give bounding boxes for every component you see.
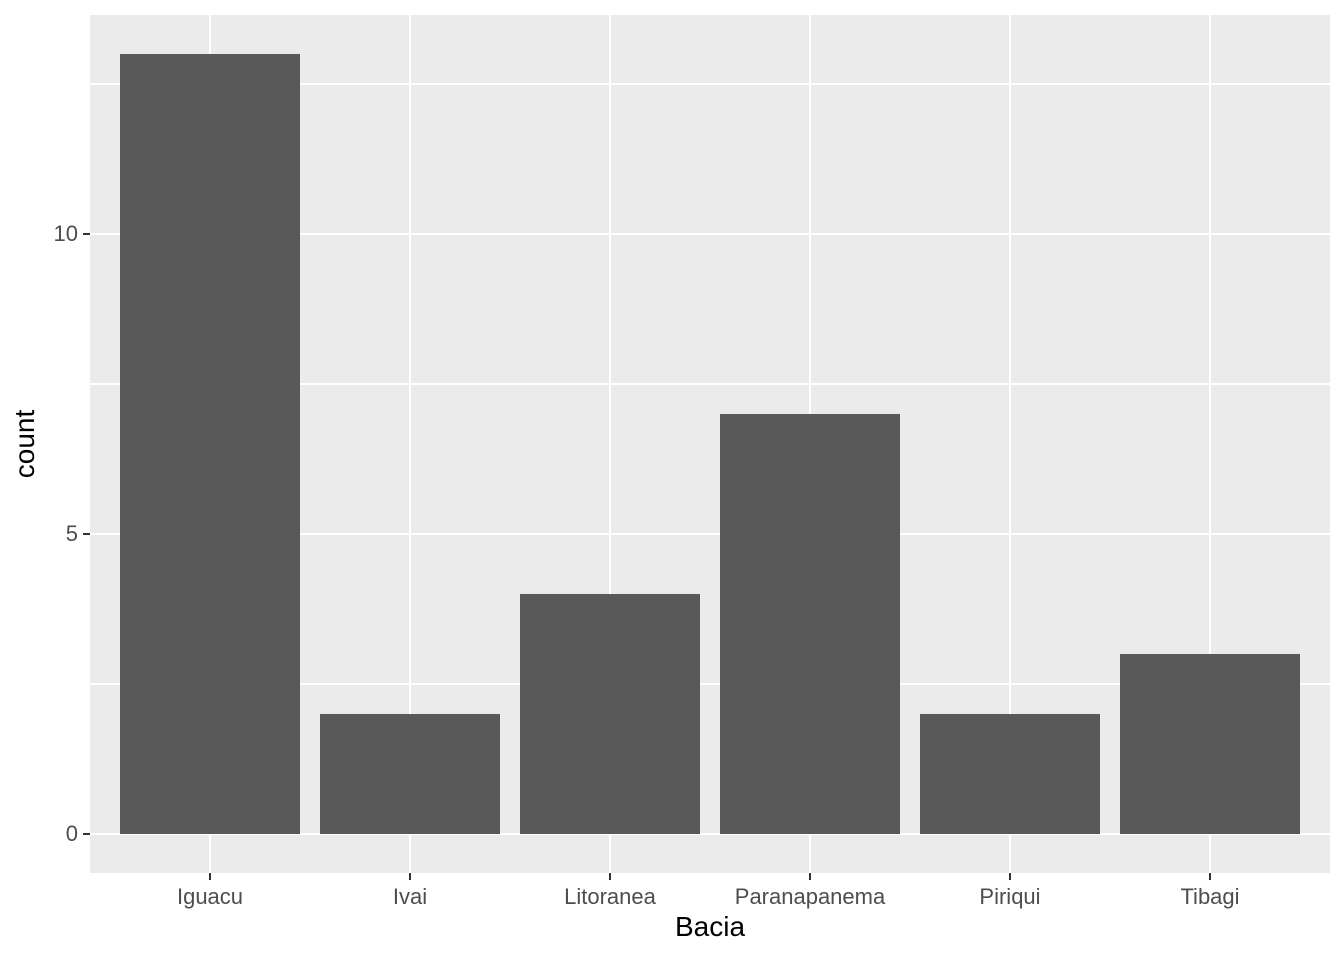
major-gridline-vertical (408, 15, 412, 873)
y-axis-tick-mark (83, 832, 90, 836)
minor-gridline (90, 83, 1330, 85)
bar-tibagi (1120, 654, 1300, 834)
bar-paranapanema (720, 414, 900, 834)
y-axis-tick-mark (83, 532, 90, 536)
x-axis-tick-mark (408, 873, 412, 880)
x-axis-tick-mark (608, 873, 612, 880)
y-axis-tick-label: 10 (53, 221, 78, 246)
plot-panel (90, 15, 1330, 873)
x-axis-tick-mark (208, 873, 212, 880)
bar-piriqui (920, 714, 1100, 834)
x-axis-tick-label: Piriqui (979, 884, 1041, 909)
major-gridline (90, 532, 1330, 536)
major-gridline-vertical (608, 15, 612, 873)
bar-iguacu (120, 54, 300, 834)
y-axis-tick-label: 5 (65, 521, 78, 546)
major-gridline (90, 832, 1330, 836)
major-gridline-vertical (1208, 15, 1212, 873)
minor-gridline (90, 383, 1330, 385)
x-axis-tick-label: Iguacu (176, 884, 244, 909)
x-axis-tick-mark (808, 873, 812, 880)
x-axis-title: Bacia (674, 911, 746, 942)
x-axis-tick-label: Ivai (392, 884, 428, 909)
x-axis-tick-mark (1008, 873, 1012, 880)
x-axis-tick-label: Paranapanema (734, 884, 886, 909)
x-axis-tick-mark (1208, 873, 1212, 880)
major-gridline-vertical (1008, 15, 1012, 873)
y-axis-tick-label: 0 (65, 821, 78, 846)
x-axis-tick-label: Litoranea (564, 884, 656, 909)
y-axis-title: count (9, 409, 40, 479)
x-axis-tick-label: Tibagi (1180, 884, 1240, 909)
bar-ivai (320, 714, 500, 834)
bar-litoranea (520, 594, 700, 834)
major-gridline (90, 232, 1330, 236)
y-axis-tick-mark (83, 232, 90, 236)
minor-gridline (90, 683, 1330, 685)
